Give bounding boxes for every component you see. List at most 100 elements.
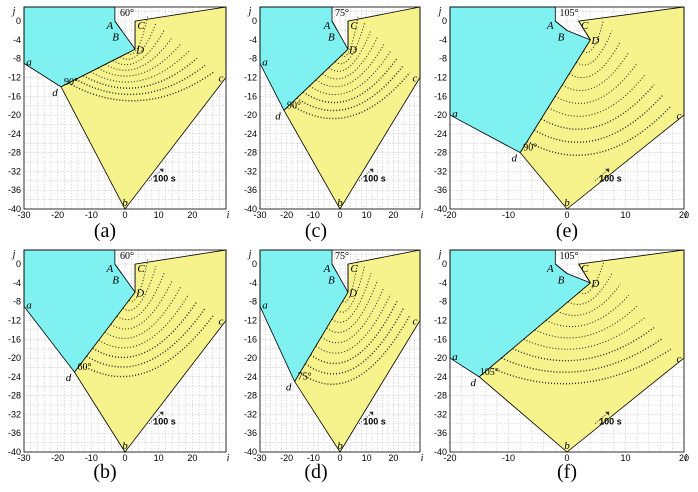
y-tick-label: -24	[434, 129, 447, 139]
gate-angle-label: 75°	[335, 8, 349, 19]
y-tick-label: -12	[434, 72, 447, 82]
point-D-label: D	[348, 287, 357, 299]
y-axis-name: j	[247, 6, 252, 17]
point-c-label: c	[677, 110, 682, 122]
x-tick-label: 10	[362, 453, 372, 463]
scale-label: 100 s	[599, 417, 622, 427]
x-axis-name: i	[685, 210, 688, 221]
x-tick-label: 20	[388, 210, 398, 220]
point-A-label: A	[546, 20, 554, 32]
x-tick-label: 0	[337, 453, 342, 463]
junction-angle-label: 90°	[287, 100, 301, 111]
gate-angle-label: 105°	[560, 251, 579, 262]
y-tick-label: -20	[434, 353, 447, 363]
point-C-label: C	[137, 263, 145, 275]
y-tick-label: -28	[244, 148, 257, 158]
x-tick-label: 20	[187, 210, 197, 220]
point-d-label: d	[286, 382, 292, 394]
x-tick-label: 10	[154, 210, 164, 220]
point-a-label: a	[452, 108, 458, 120]
panel-b: 0-4-8-12-16-20-24-28-32-36-40-30 -20 -10 0 1…	[8, 249, 230, 483]
y-tick-label: -36	[8, 428, 21, 438]
y-tick-label: -36	[8, 185, 21, 195]
y-tick-label: -4	[13, 35, 21, 45]
point-D-label: D	[135, 287, 144, 299]
panel-caption: (e)	[556, 220, 578, 242]
y-tick-label: -8	[13, 297, 21, 307]
gate-angle-label: 60°	[120, 8, 134, 19]
x-tick-label: 0	[122, 453, 127, 463]
x-tick-label: -10	[85, 210, 98, 220]
y-tick-label: -8	[13, 54, 21, 64]
x-tick-label: -20	[51, 453, 64, 463]
point-c-label: c	[677, 353, 682, 365]
x-axis-name: i	[421, 453, 424, 464]
y-tick-label: -28	[244, 391, 257, 401]
scale-label: 100 s	[363, 174, 386, 184]
point-A-label: A	[546, 263, 554, 275]
y-tick-label: -20	[434, 110, 447, 120]
point-b-label: b	[564, 440, 570, 452]
x-tick-label: 10	[620, 453, 630, 463]
x-tick-label: -10	[502, 453, 515, 463]
panel-caption: (d)	[304, 461, 327, 483]
scale-label: 100 s	[153, 174, 176, 184]
point-C-label: C	[350, 20, 358, 32]
point-B-label: B	[328, 31, 335, 43]
junction-angle-label: 105°	[480, 367, 499, 378]
junction-angle-label: 75°	[298, 372, 312, 383]
point-b-label: b	[337, 440, 343, 452]
y-tick-label: -16	[8, 334, 21, 344]
x-tick-label: 20	[388, 453, 398, 463]
y-tick-label: -12	[8, 315, 21, 325]
x-axis-name: i	[685, 453, 688, 464]
y-tick-label: -24	[244, 372, 257, 382]
gate-angle-label: 60°	[120, 251, 134, 262]
panel-caption: (c)	[305, 220, 327, 242]
x-tick-label: -20	[51, 210, 64, 220]
x-axis-name: i	[227, 453, 230, 464]
x-tick-label: 0	[337, 210, 342, 220]
y-tick-label: -20	[8, 353, 21, 363]
x-axis-name: i	[421, 210, 424, 221]
y-tick-label: -36	[434, 428, 447, 438]
point-C-label: C	[350, 263, 358, 275]
y-axis-name: j	[11, 6, 16, 17]
y-tick-label: -4	[13, 278, 21, 288]
point-d-label: d	[66, 372, 72, 384]
panel-d: 0-4-8-12-16-20-24-28-32-36-40-30 -20 -10 0 1…	[244, 249, 424, 483]
x-tick-label: -30	[253, 453, 266, 463]
y-tick-label: -32	[8, 166, 21, 176]
point-B-label: B	[328, 274, 335, 286]
point-b-label: b	[337, 197, 343, 209]
y-tick-label: 0	[16, 16, 21, 26]
point-d-label: d	[471, 377, 477, 389]
y-tick-label: -28	[8, 148, 21, 158]
y-tick-label: -16	[244, 91, 257, 101]
x-tick-label: -20	[280, 210, 293, 220]
y-tick-label: -4	[439, 278, 447, 288]
point-a-label: a	[26, 299, 32, 311]
y-tick-label: -32	[434, 409, 447, 419]
x-axis-name: i	[227, 210, 230, 221]
point-c-label: c	[219, 315, 224, 327]
x-tick-label: 10	[154, 453, 164, 463]
y-tick-label: -4	[439, 35, 447, 45]
y-tick-label: -28	[434, 148, 447, 158]
point-a-label: a	[262, 299, 268, 311]
x-tick-label: 20	[187, 453, 197, 463]
y-tick-label: -32	[244, 409, 257, 419]
y-axis-name: j	[247, 249, 252, 260]
y-tick-label: -16	[8, 91, 21, 101]
panel-f: 0-4-8-12-16-20-24-28-32-36-40-20 -10 0 10 20…	[434, 249, 689, 483]
point-b-label: b	[564, 197, 570, 209]
y-tick-label: -24	[8, 129, 21, 139]
y-tick-label: -8	[439, 54, 447, 64]
y-tick-label: -4	[249, 278, 257, 288]
y-tick-label: 0	[442, 259, 447, 269]
x-tick-label: 0	[564, 210, 569, 220]
x-tick-label: -30	[17, 453, 30, 463]
y-tick-label: -8	[249, 54, 257, 64]
y-tick-label: -20	[244, 110, 257, 120]
